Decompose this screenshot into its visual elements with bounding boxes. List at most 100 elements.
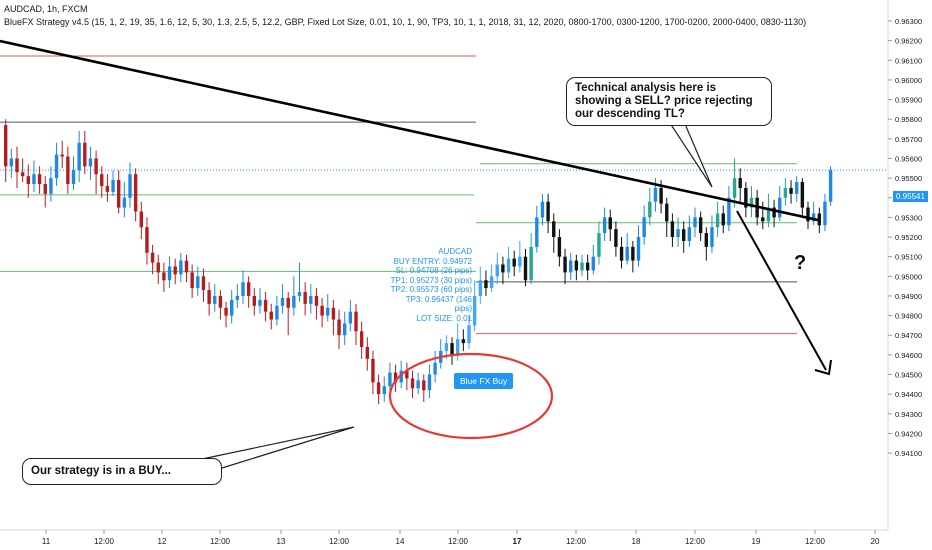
candle-body (422, 380, 426, 391)
price-tick-label: 0.94300 (895, 410, 922, 419)
candle-body (32, 174, 36, 185)
candle-body (580, 262, 584, 271)
candle-body (563, 256, 567, 273)
time-tick-label: 12:00 (329, 537, 350, 546)
candle-body (766, 207, 771, 222)
candle-body (823, 201, 827, 226)
price-tick-label: 0.96100 (895, 56, 922, 65)
candle-body (789, 187, 793, 194)
candle-body (224, 307, 228, 316)
time-tick-label: 12:00 (685, 537, 706, 546)
candle-body (450, 343, 454, 355)
price-tick-label: 0.94200 (895, 429, 922, 438)
candle-body (472, 295, 477, 326)
candle-body (761, 217, 765, 222)
candle-body (88, 158, 93, 167)
time-tick-label: 18 (632, 537, 641, 546)
candle-body (156, 262, 160, 273)
price-tick-label: 0.95300 (895, 213, 922, 222)
trade-levels (0, 55, 797, 335)
candle-body (309, 295, 313, 304)
candle-body (37, 174, 42, 185)
candle-body (585, 262, 590, 271)
candle-body (354, 311, 358, 332)
buy-callout-pointer (201, 426, 355, 469)
price-tick-label: 0.95200 (895, 233, 922, 242)
candle-body (292, 295, 296, 308)
candle-body (602, 217, 607, 234)
candle-body (772, 207, 776, 218)
candle-body (133, 174, 138, 212)
candle-body (800, 182, 805, 208)
candle-body (410, 378, 415, 389)
trade-info-tp2: TP2: 0.95573 (60 pips) (390, 285, 472, 294)
time-tick-label: 12:00 (448, 537, 469, 546)
candle-body (698, 217, 703, 234)
candle-body (710, 227, 714, 247)
candle-body (258, 299, 262, 306)
price-tick-label: 0.96000 (895, 76, 922, 85)
price-tick-label: 0.94900 (895, 292, 922, 301)
candle-body (71, 170, 76, 185)
candle-body (665, 203, 669, 222)
candle-body (512, 258, 516, 267)
candle-body (535, 217, 539, 247)
candle-body (648, 201, 652, 218)
candle-body (495, 264, 499, 277)
price-tick-label: 0.95500 (895, 174, 922, 183)
candle-body (139, 211, 143, 228)
price-tick-label: 0.96200 (895, 37, 922, 46)
candle-body (286, 297, 290, 308)
candle-body (489, 276, 494, 289)
time-tick-label: 11 (42, 537, 51, 546)
candle-body (60, 154, 64, 157)
candle-body (213, 295, 217, 304)
trade-info-lot: LOT SIZE: 0.01 (416, 313, 472, 323)
candle-body (26, 176, 30, 185)
candle-body (15, 158, 19, 173)
candle-body (806, 207, 810, 222)
candle-body (416, 380, 420, 389)
candle-body (552, 221, 556, 238)
candle-body (54, 154, 59, 179)
blue-fx-buy-tag[interactable]: Blue FX Buy (454, 373, 514, 389)
candle-body (721, 213, 725, 226)
candle-body (614, 229, 618, 247)
buy-callout[interactable]: Our strategy is in a BUY... (22, 458, 222, 485)
price-tick-label: 0.94600 (895, 351, 922, 360)
price-tick-label: 0.95800 (895, 115, 922, 124)
candle-body (653, 187, 658, 202)
candle-body (314, 295, 319, 306)
candle-body (218, 295, 223, 308)
candle-body (676, 229, 680, 238)
descending-trendline (0, 39, 819, 222)
time-tick-label: 17 (513, 537, 522, 546)
candle-body (569, 260, 573, 273)
candle-body (275, 305, 279, 320)
candle-body (523, 256, 528, 281)
candle-body (732, 178, 737, 198)
time-axis[interactable]: 11 12:00 12 12:00 13 12:00 14 12:00 17 12:00 18 12:… (0, 529, 888, 546)
time-tick-label: 19 (752, 537, 761, 546)
price-axis[interactable]: 0.96300 0.96200 0.96100 0.96000 0.95900 0.958… (887, 0, 922, 530)
price-tick-label: 0.94100 (895, 449, 922, 458)
candle-body (230, 299, 234, 316)
candle-body (4, 125, 8, 167)
candle-body (246, 282, 251, 296)
candle-body (704, 233, 708, 247)
sell-callout[interactable]: Technical analysis here is showing a SEL… (566, 77, 772, 126)
candle-body (659, 187, 663, 204)
candle-body (557, 237, 562, 257)
candle-body (150, 252, 155, 263)
price-tick-label: 0.94500 (895, 371, 922, 380)
candle-body (501, 264, 505, 273)
sell-arrow-head (814, 359, 832, 376)
candle-body (682, 229, 686, 241)
candle-body (828, 170, 833, 202)
candle-body (269, 311, 273, 320)
time-tick-label: 20 (871, 537, 880, 546)
candle-body (715, 213, 720, 228)
candle-body (783, 187, 788, 198)
candle-body (506, 258, 511, 273)
